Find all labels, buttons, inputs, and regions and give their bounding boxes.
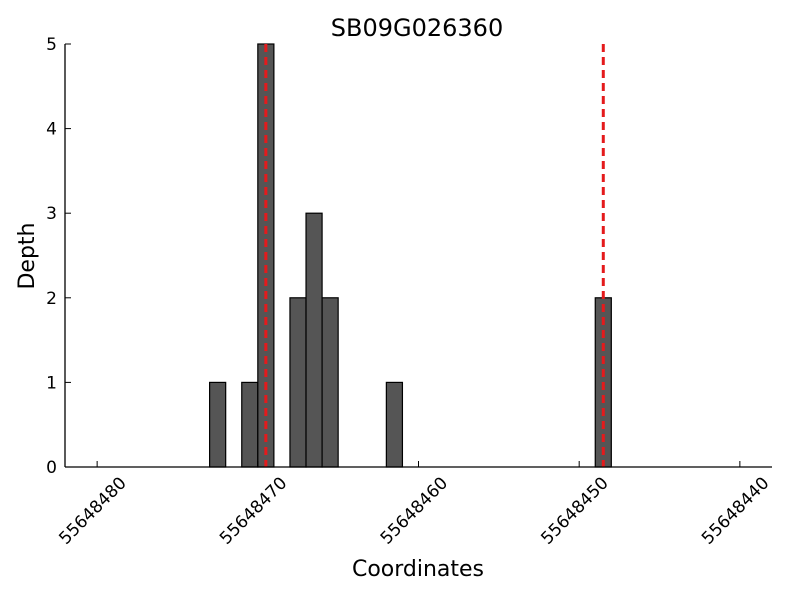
- bar: [209, 381, 227, 468]
- x-tick-label: 55648480: [55, 473, 130, 548]
- y-tick-label: 4: [46, 120, 57, 140]
- bar: [289, 297, 307, 468]
- y-tick-label: 5: [46, 35, 57, 55]
- y-tick-label: 1: [46, 373, 57, 393]
- y-axis-label: Depth: [15, 222, 40, 289]
- x-axis-label: Coordinates: [352, 557, 484, 582]
- bar: [321, 297, 339, 468]
- y-tick-label: 0: [46, 458, 57, 478]
- x-tick-label: 55648440: [698, 473, 773, 548]
- bar: [305, 212, 323, 468]
- x-tick-label: 55648460: [377, 473, 452, 548]
- x-tick-label: 55648470: [216, 473, 291, 548]
- bar: [385, 381, 404, 468]
- bar: [241, 381, 259, 468]
- chart-title: SB09G026360: [331, 14, 503, 42]
- x-tick-label: 55648450: [537, 473, 612, 548]
- y-tick-label: 3: [46, 204, 57, 224]
- y-tick-label: 2: [46, 289, 57, 309]
